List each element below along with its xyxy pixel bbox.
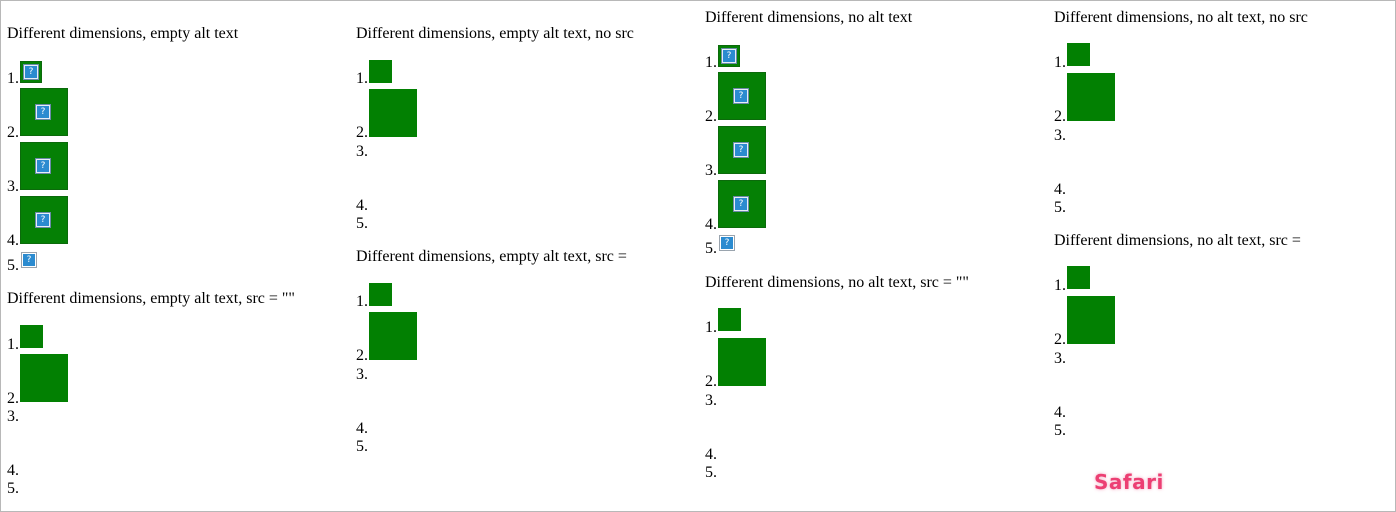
- broken-image-icon: ?: [734, 143, 748, 157]
- image-placeholder: ?: [20, 196, 68, 244]
- list-number: 1.: [7, 336, 19, 353]
- list-number: 5.: [356, 438, 368, 455]
- list-number: 4.: [7, 462, 19, 479]
- image-placeholder: ?: [20, 88, 68, 136]
- list-number: 2.: [356, 347, 368, 364]
- list-number: 4.: [356, 420, 368, 437]
- list-number: 3.: [705, 392, 717, 409]
- section-title: Different dimensions, empty alt text, sr…: [356, 248, 627, 265]
- section-title: Different dimensions, empty alt text: [7, 25, 239, 42]
- list-number: 5.: [356, 215, 368, 232]
- list-number: 2.: [7, 390, 19, 407]
- list-number: 2.: [705, 373, 717, 390]
- list-number: 5.: [1054, 199, 1066, 216]
- image-placeholder: [718, 338, 766, 386]
- broken-image-icon: ?: [720, 236, 734, 250]
- image-placeholder: [369, 283, 392, 306]
- list-number: 1.: [1054, 54, 1066, 71]
- list-number: 2.: [7, 124, 19, 141]
- list-number: 3.: [7, 408, 19, 425]
- list-number: 4.: [705, 446, 717, 463]
- list-number: 2.: [1054, 331, 1066, 348]
- image-placeholder: [1067, 73, 1115, 121]
- broken-image-icon: ?: [722, 49, 736, 63]
- image-placeholder: ?: [20, 61, 42, 83]
- broken-image-icon: ?: [36, 159, 50, 173]
- broken-image-icon: ?: [22, 253, 36, 267]
- image-placeholder: ?: [718, 72, 766, 120]
- list-number: 4.: [7, 232, 19, 249]
- broken-image-icon: ?: [734, 89, 748, 103]
- image-placeholder: [369, 60, 392, 83]
- image-placeholder: [20, 325, 43, 348]
- section-title: Different dimensions, empty alt text, no…: [356, 25, 634, 42]
- broken-image-icon: ?: [36, 213, 50, 227]
- broken-image-icon: ?: [24, 65, 38, 79]
- list-number: 1.: [1054, 277, 1066, 294]
- image-placeholder: ?: [718, 45, 740, 67]
- browser-label: Safari: [1094, 470, 1164, 494]
- list-number: 5.: [705, 464, 717, 481]
- list-number: 4.: [1054, 404, 1066, 421]
- image-placeholder: [1067, 266, 1090, 289]
- list-number: 2.: [705, 108, 717, 125]
- image-placeholder: [718, 308, 741, 331]
- list-number: 3.: [7, 178, 19, 195]
- image-placeholder: [20, 354, 68, 402]
- list-number: 5.: [7, 257, 19, 274]
- list-number: 1.: [7, 70, 19, 87]
- list-number: 5.: [705, 240, 717, 257]
- list-number: 2.: [1054, 108, 1066, 125]
- list-number: 1.: [356, 293, 368, 310]
- list-number: 3.: [356, 143, 368, 160]
- section-title: Different dimensions, no alt text, no sr…: [1054, 9, 1308, 26]
- list-number: 4.: [705, 216, 717, 233]
- list-number: 3.: [356, 366, 368, 383]
- section-title: Different dimensions, no alt text: [705, 9, 913, 26]
- broken-image-icon: ?: [734, 197, 748, 211]
- section-title: Different dimensions, no alt text, src =…: [705, 274, 969, 291]
- list-number: 3.: [705, 162, 717, 179]
- image-placeholder: ?: [20, 142, 68, 190]
- image-placeholder: [1067, 296, 1115, 344]
- list-number: 5.: [1054, 422, 1066, 439]
- broken-image-icon: ?: [36, 105, 50, 119]
- list-number: 4.: [356, 197, 368, 214]
- image-placeholder: ?: [718, 126, 766, 174]
- image-placeholder: [369, 89, 417, 137]
- section-title: Different dimensions, empty alt text, sr…: [7, 290, 295, 307]
- list-number: 2.: [356, 124, 368, 141]
- image-placeholder: ?: [718, 180, 766, 228]
- list-number: 3.: [1054, 127, 1066, 144]
- section-title: Different dimensions, no alt text, src =: [1054, 232, 1301, 249]
- list-number: 5.: [7, 480, 19, 497]
- list-number: 1.: [356, 70, 368, 87]
- list-number: 1.: [705, 319, 717, 336]
- list-number: 3.: [1054, 350, 1066, 367]
- image-placeholder: [1067, 43, 1090, 66]
- list-number: 4.: [1054, 181, 1066, 198]
- list-number: 1.: [705, 54, 717, 71]
- image-placeholder: [369, 312, 417, 360]
